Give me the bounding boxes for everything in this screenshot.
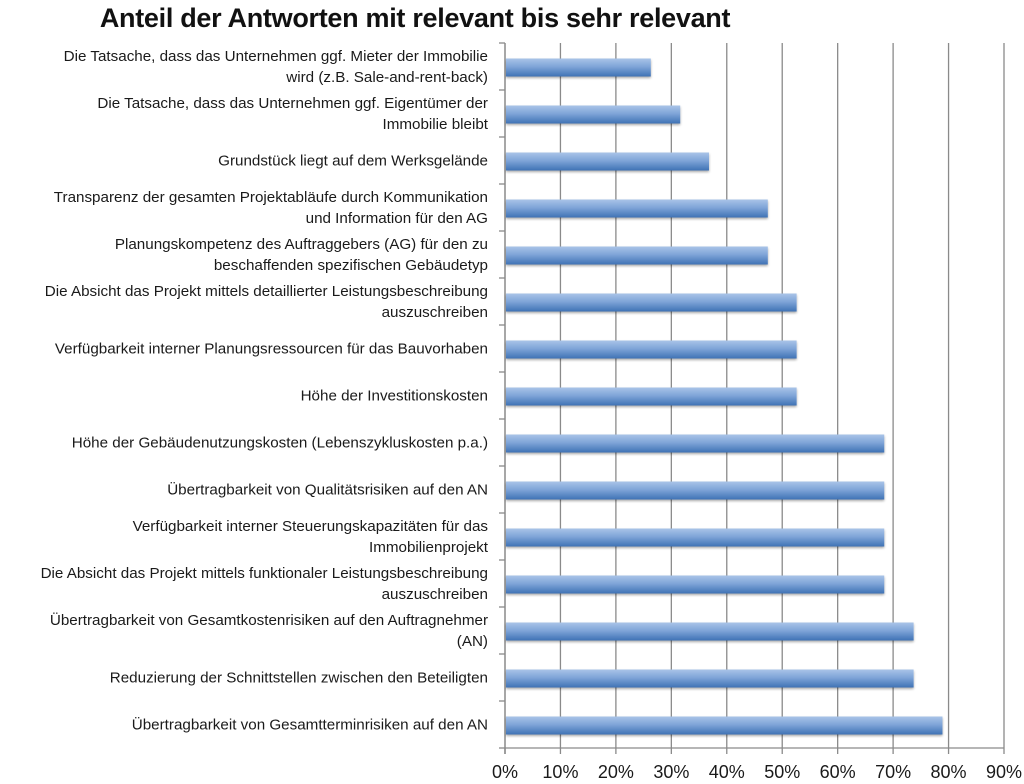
x-tick-label: 50% [764, 762, 800, 782]
bar [506, 575, 885, 594]
category-label: Die Tatsache, dass das Unternehmen ggf. … [97, 95, 488, 112]
category-label: Reduzierung der Schnittstellen zwischen … [110, 670, 488, 687]
category-label: Die Tatsache, dass das Unternehmen ggf. … [64, 48, 488, 65]
category-label: Verfügbarkeit interner Planungsressource… [55, 341, 488, 358]
category-label: und Information für den AG [306, 210, 488, 227]
category-label: auszuschreiben [382, 586, 488, 603]
category-label: Höhe der Investitionskosten [301, 388, 488, 405]
bar [506, 622, 914, 641]
category-label: Planungskompetenz des Auftraggebers (AG)… [115, 236, 488, 253]
category-label: auszuschreiben [382, 304, 488, 321]
x-tick-label: 0% [492, 762, 518, 782]
bar [506, 105, 681, 124]
category-label: Übertragbarkeit von Gesamtkostenrisiken … [50, 611, 488, 629]
x-tick-label: 10% [542, 762, 578, 782]
category-label: Übertragbarkeit von Qualitätsrisiken auf… [167, 481, 488, 499]
category-label: Immobilie bleibt [382, 116, 488, 133]
x-tick-label: 40% [709, 762, 745, 782]
category-label: Verfügbarkeit interner Steuerungskapazit… [133, 518, 489, 535]
bar [506, 293, 797, 312]
x-tick-labels: 0% 10% 20% 30% 40% 50% 60% 70% 80% 90% [492, 762, 1022, 782]
category-label: Übertragbarkeit von Gesamtterminrisiken … [132, 716, 488, 734]
category-label: Höhe der Gebäudenutzungskosten (Lebenszy… [72, 435, 488, 452]
category-label: beschaffenden spezifischen Gebäudetyp [214, 257, 488, 274]
x-tick-label: 60% [820, 762, 856, 782]
bar [506, 152, 710, 171]
category-label: (AN) [457, 633, 488, 650]
bar [506, 340, 797, 359]
x-tick-label: 80% [931, 762, 967, 782]
bar [506, 387, 797, 406]
x-tick-label: 20% [598, 762, 634, 782]
category-labels: Die Tatsache, dass das Unternehmen ggf. … [41, 48, 489, 734]
x-tick-label: 30% [653, 762, 689, 782]
chart-title: Anteil der Antworten mit relevant bis se… [99, 3, 731, 33]
bar [506, 434, 885, 453]
category-label: Transparenz der gesamten Projektabläufe … [54, 189, 488, 206]
axes [499, 42, 1005, 754]
x-tick-label: 90% [986, 762, 1022, 782]
category-label: Die Absicht das Projekt mittels detailli… [45, 283, 488, 300]
bar [506, 199, 768, 218]
bar [506, 58, 651, 77]
bar [506, 669, 914, 688]
bars [506, 58, 943, 735]
category-label: Immobilienprojekt [369, 539, 489, 556]
bar [506, 246, 768, 265]
category-label: wird (z.B. Sale-and-rent-back) [285, 69, 488, 86]
bar [506, 481, 885, 500]
bar [506, 528, 885, 547]
category-label: Die Absicht das Projekt mittels funktion… [41, 565, 488, 582]
x-tick-label: 70% [875, 762, 911, 782]
bar [506, 716, 943, 735]
category-label: Grundstück liegt auf dem Werksgelände [218, 153, 488, 170]
